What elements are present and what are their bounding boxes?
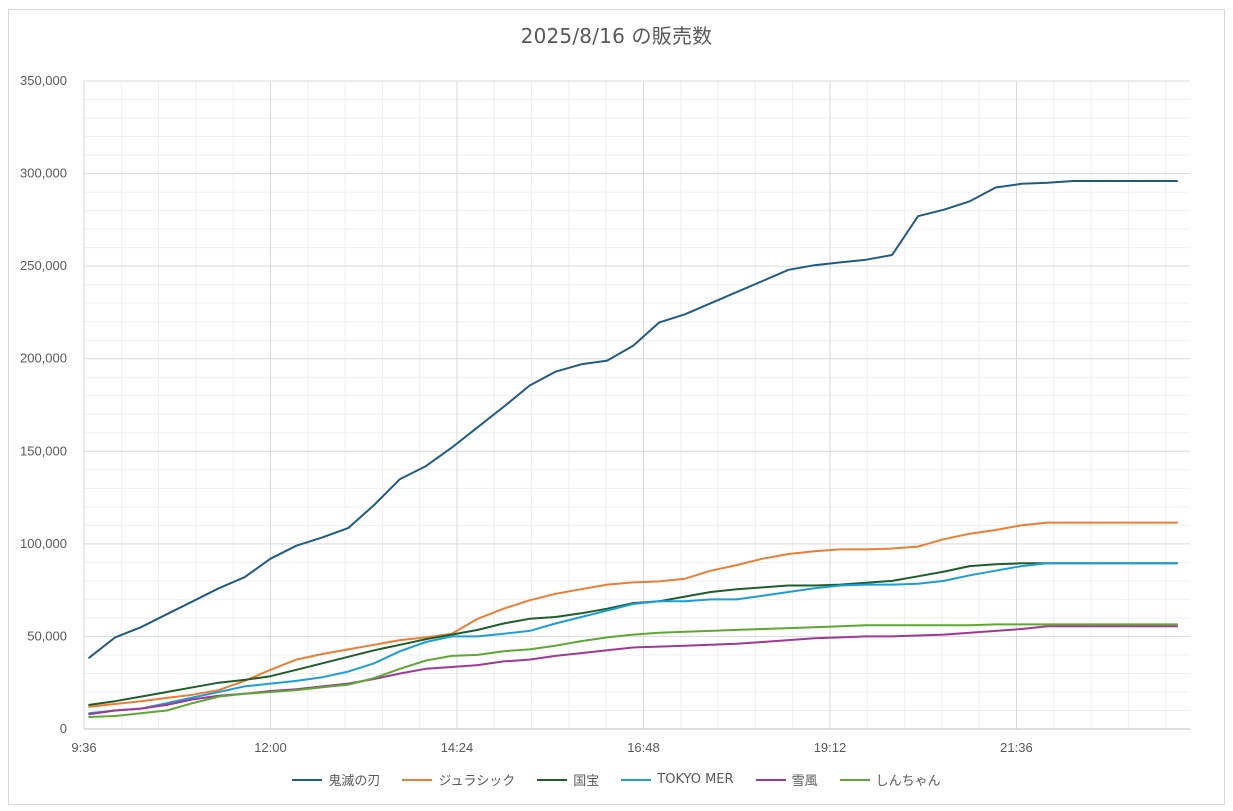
y-tick-label: 200,000: [20, 351, 67, 366]
x-tick-label: 21:36: [1000, 740, 1033, 755]
legend-label: 雪風: [791, 774, 818, 789]
legend-label: 国宝: [573, 774, 600, 789]
legend-label: 鬼滅の刃: [328, 774, 381, 789]
y-tick-label: 50,000: [27, 628, 67, 643]
legend-swatch: [621, 778, 652, 781]
legend-label: しんちゃん: [875, 774, 941, 789]
y-tick-label: 100,000: [20, 536, 67, 551]
legend-item: 国宝: [537, 770, 599, 789]
legend-item: 鬼滅の刃: [292, 770, 380, 789]
chart-title: 2025/8/16 の販売数: [520, 24, 713, 48]
x-axis-tick-labels: 9:36 12:00 14:24 16:48 19:12 21:36: [71, 740, 1032, 755]
legend: 鬼滅の刃 ジュラシック 国宝 TOKYO MER 雪風 しんちゃん: [0, 770, 1233, 789]
legend-swatch: [537, 778, 568, 781]
series-line: [88, 562, 1178, 715]
legend-item: 雪風: [755, 770, 818, 789]
major-gridlines: [83, 80, 1190, 730]
chart-area: [8, 9, 1225, 805]
minor-gridlines: [83, 81, 1190, 729]
x-tick-label: 14:24: [441, 740, 474, 755]
series-lines: [88, 180, 1178, 718]
y-tick-label: 250,000: [20, 258, 67, 273]
legend-swatch: [755, 778, 786, 781]
legend-label: TOKYO MER: [657, 772, 734, 787]
y-tick-label: 300,000: [20, 166, 67, 181]
series-line: [88, 521, 1178, 708]
series-line: [88, 180, 1178, 659]
y-tick-label: 0: [60, 721, 67, 736]
x-tick-label: 19:12: [814, 740, 847, 755]
y-tick-label: 150,000: [20, 443, 67, 458]
x-tick-label: 9:36: [71, 740, 96, 755]
y-axis-tick-labels: 0 50,000 100,000 150,000 200,000 250,000 300,0…: [20, 73, 67, 736]
series-line: [88, 623, 1178, 718]
x-tick-label: 12:00: [254, 740, 287, 755]
legend-swatch: [292, 778, 323, 781]
legend-item: しんちゃん: [839, 770, 941, 789]
y-tick-label: 350,000: [20, 73, 67, 88]
legend-swatch: [839, 778, 870, 781]
legend-swatch: [402, 778, 433, 781]
series-line: [88, 625, 1178, 716]
legend-label: ジュラシック: [438, 774, 516, 789]
legend-item: TOKYO MER: [621, 770, 734, 789]
legend-item: ジュラシック: [402, 770, 515, 789]
x-tick-label: 16:48: [627, 740, 660, 755]
